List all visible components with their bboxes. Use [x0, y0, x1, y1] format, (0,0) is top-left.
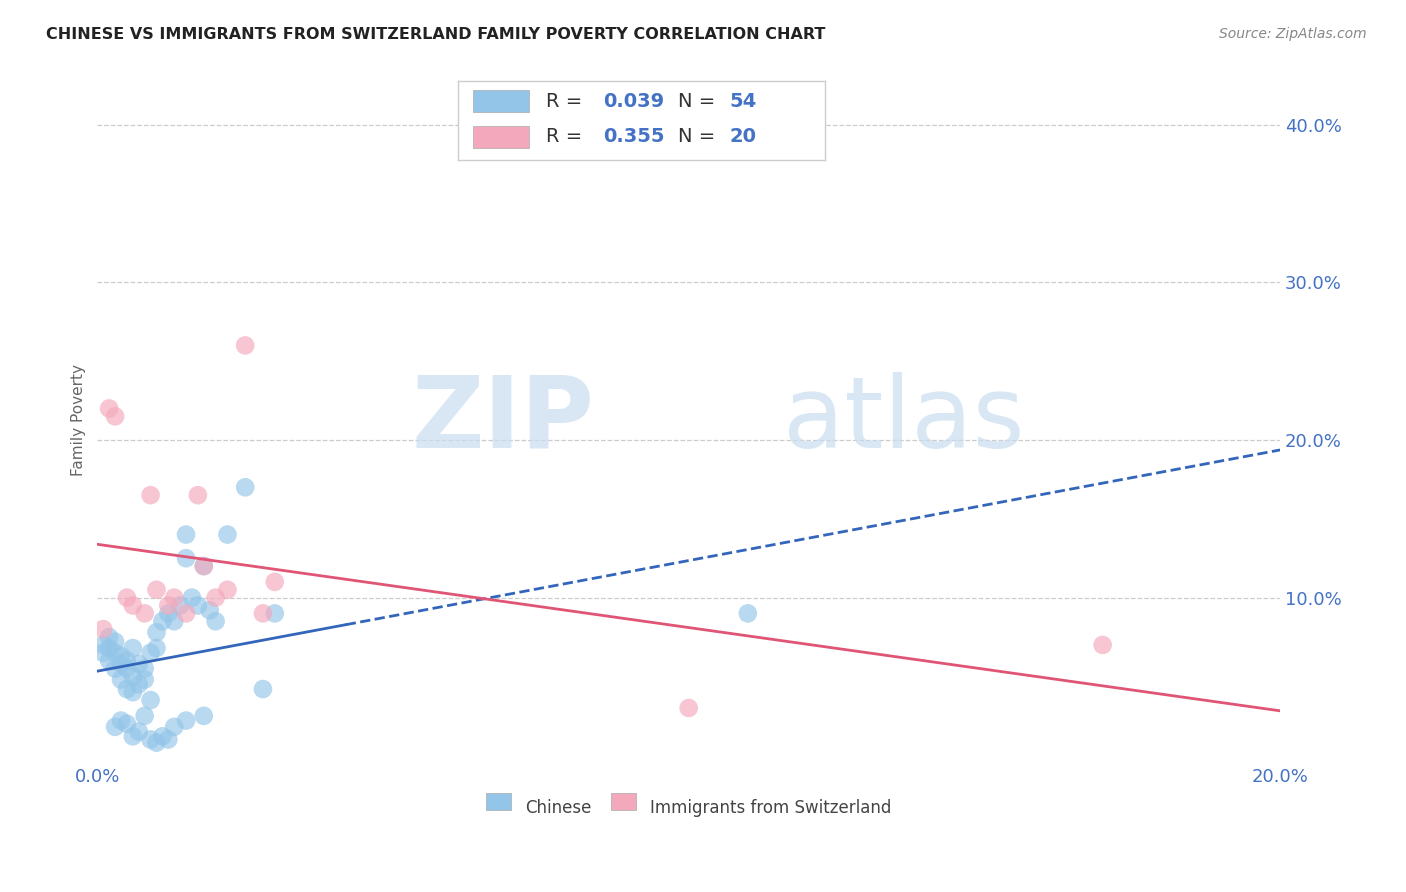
Point — [121, 599, 143, 613]
Point — [193, 559, 215, 574]
Point — [233, 338, 256, 352]
Point — [104, 634, 127, 648]
Point — [104, 646, 127, 660]
Point — [121, 729, 143, 743]
Point — [157, 732, 180, 747]
Point — [104, 661, 127, 675]
Point — [169, 599, 191, 613]
Point — [145, 641, 167, 656]
Point — [193, 709, 215, 723]
Point — [121, 669, 143, 683]
Point — [98, 630, 121, 644]
Point — [134, 709, 156, 723]
Point — [110, 648, 132, 663]
Point — [252, 607, 274, 621]
Point — [121, 685, 143, 699]
Point — [134, 607, 156, 621]
Point — [152, 729, 174, 743]
Point — [115, 716, 138, 731]
Point — [139, 693, 162, 707]
Point — [163, 591, 186, 605]
Point — [98, 401, 121, 416]
Point — [174, 551, 197, 566]
Point — [134, 673, 156, 687]
Point — [181, 591, 204, 605]
Point — [678, 701, 700, 715]
Point — [139, 646, 162, 660]
Point — [110, 714, 132, 728]
Point — [91, 622, 114, 636]
Point — [134, 661, 156, 675]
Point — [157, 607, 180, 621]
Point — [110, 673, 132, 687]
Text: Source: ZipAtlas.com: Source: ZipAtlas.com — [1219, 27, 1367, 41]
Point — [145, 625, 167, 640]
Point — [198, 603, 221, 617]
Point — [157, 599, 180, 613]
Point — [115, 591, 138, 605]
Point — [115, 661, 138, 675]
Point — [91, 646, 114, 660]
Point — [1091, 638, 1114, 652]
Point — [98, 641, 121, 656]
Legend: Chinese, Immigrants from Switzerland: Chinese, Immigrants from Switzerland — [479, 792, 897, 823]
Point — [110, 657, 132, 671]
Point — [128, 677, 150, 691]
Point — [139, 732, 162, 747]
Point — [98, 654, 121, 668]
Point — [115, 654, 138, 668]
Point — [174, 607, 197, 621]
Point — [163, 614, 186, 628]
Point — [104, 409, 127, 424]
Point — [128, 724, 150, 739]
Point — [217, 582, 239, 597]
Point — [139, 488, 162, 502]
Point — [163, 720, 186, 734]
Point — [91, 638, 114, 652]
Point — [193, 559, 215, 574]
Point — [252, 681, 274, 696]
Point — [233, 480, 256, 494]
Point — [204, 614, 226, 628]
Y-axis label: Family Poverty: Family Poverty — [72, 364, 86, 476]
Point — [174, 527, 197, 541]
Point — [104, 720, 127, 734]
Point — [128, 657, 150, 671]
Point — [204, 591, 226, 605]
Point — [174, 714, 197, 728]
Point — [217, 527, 239, 541]
Text: atlas: atlas — [783, 372, 1025, 469]
Text: ZIP: ZIP — [411, 372, 595, 469]
Point — [737, 607, 759, 621]
Point — [145, 582, 167, 597]
Point — [187, 488, 209, 502]
Point — [263, 574, 285, 589]
Point — [115, 681, 138, 696]
Point — [263, 607, 285, 621]
Point — [145, 736, 167, 750]
Point — [152, 614, 174, 628]
Point — [187, 599, 209, 613]
Text: CHINESE VS IMMIGRANTS FROM SWITZERLAND FAMILY POVERTY CORRELATION CHART: CHINESE VS IMMIGRANTS FROM SWITZERLAND F… — [46, 27, 825, 42]
Point — [121, 641, 143, 656]
